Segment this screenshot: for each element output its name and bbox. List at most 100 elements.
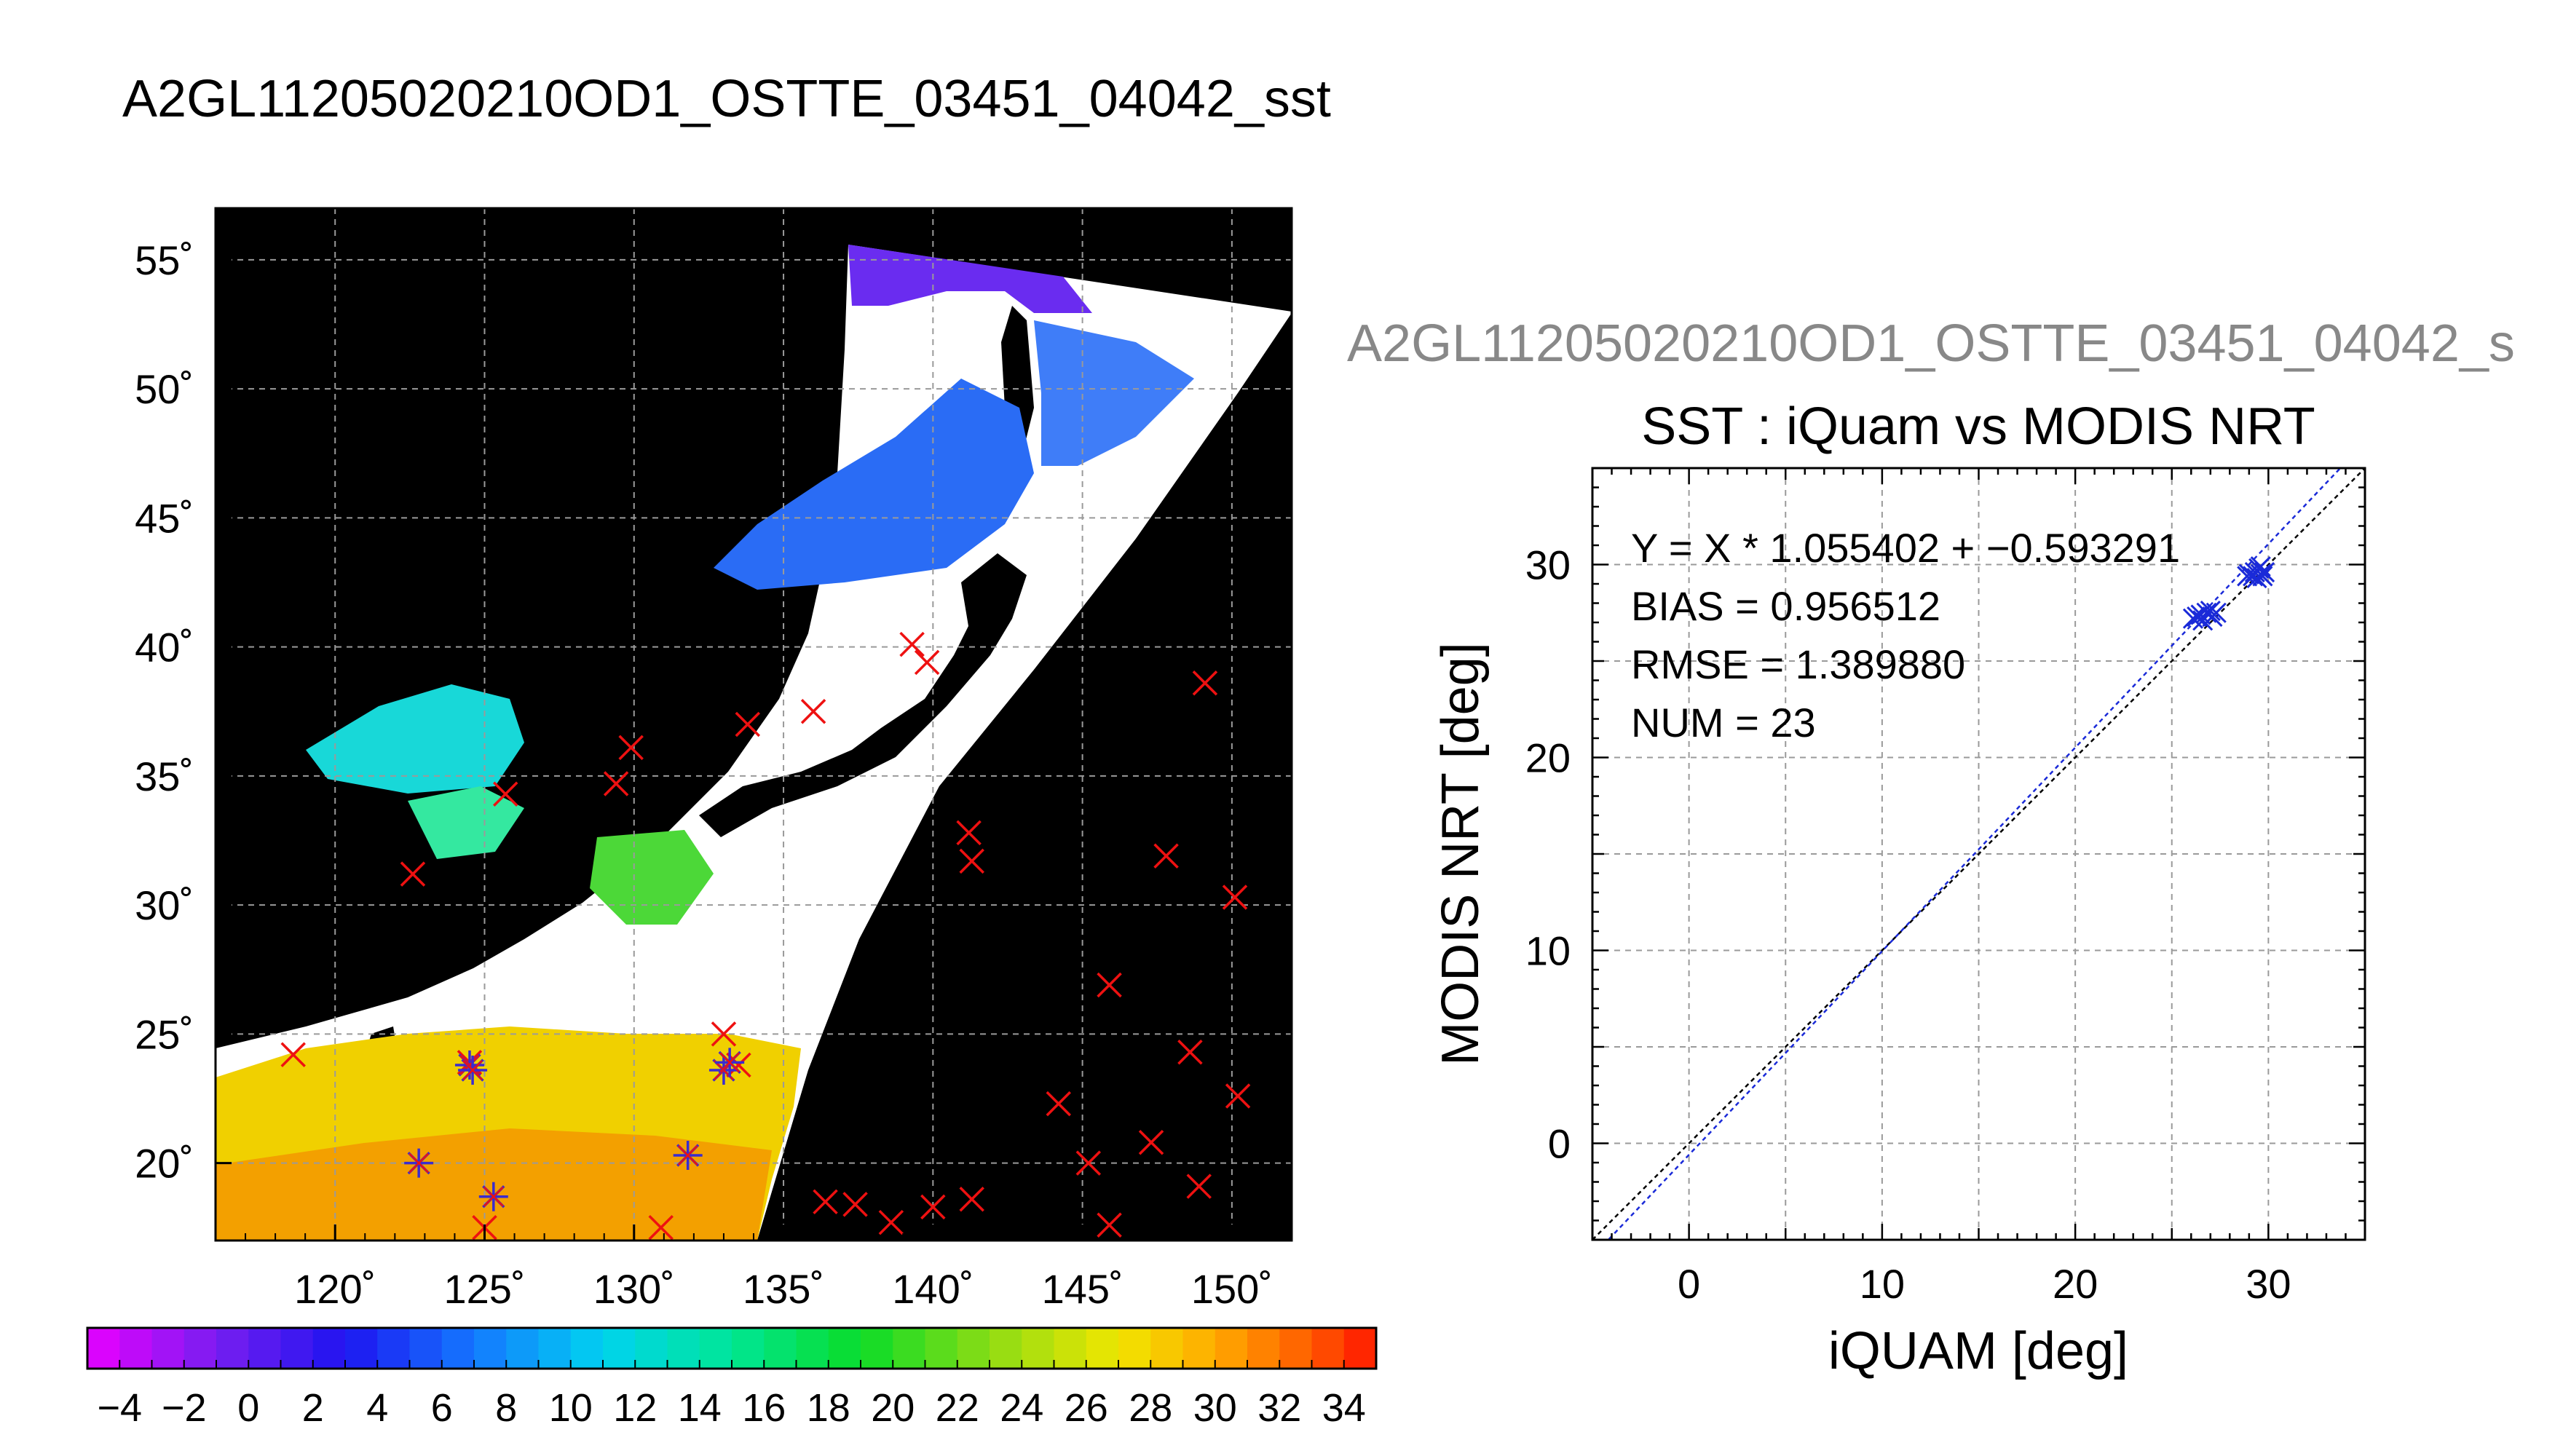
colorbar-cell <box>957 1328 990 1369</box>
scatter-xtick-label: 30 <box>2246 1261 2291 1307</box>
land-korea <box>553 655 655 808</box>
map-title: A2GL11205020210OD1_OSTTE_03451_04042_sst <box>122 70 1331 128</box>
map-field <box>216 208 1292 1241</box>
stats-fit-equation: Y = X * 1.055402 + −0.593291 <box>1631 525 2180 571</box>
scatter-axes: 0 10 20 30 0 10 20 30 <box>1525 467 2366 1307</box>
land-asia <box>216 208 848 1019</box>
unmatched-marker <box>956 820 982 846</box>
unmatched-marker <box>899 631 925 657</box>
map-xtick-label: 135˚ <box>743 1266 824 1312</box>
scatter-xtick-label: 20 <box>2053 1261 2098 1307</box>
unmatched-marker <box>493 781 518 807</box>
sst-japan-sea <box>714 379 1034 590</box>
unmatched-marker <box>920 1194 946 1220</box>
map-ytick-label: 30˚ <box>135 882 194 928</box>
colorbar-tick-label: −4 <box>97 1386 142 1430</box>
unmatched-marker <box>280 1042 306 1067</box>
unmatched-marker <box>1225 1083 1251 1109</box>
map-xtick-label: 145˚ <box>1042 1266 1124 1312</box>
colorbar-cell <box>441 1328 475 1369</box>
colorbar-tick-label: 16 <box>742 1386 786 1430</box>
colorbar-cell <box>796 1328 829 1369</box>
colorbar-tick-label: 4 <box>366 1386 388 1430</box>
colorbar-tick-label: 34 <box>1322 1386 1366 1430</box>
colorbar-tick-label: 8 <box>495 1386 517 1430</box>
unmatched-marker <box>914 649 940 676</box>
colorbar-cell <box>667 1328 700 1369</box>
scatter-ylabel: MODIS NRT [deg] <box>1431 642 1490 1066</box>
colorbar-cell <box>119 1328 153 1369</box>
map-xtick-label: 140˚ <box>892 1266 974 1312</box>
colorbar-cell <box>183 1328 217 1369</box>
unmatched-marker <box>878 1209 904 1235</box>
colorbar-cell <box>409 1328 443 1369</box>
unmatched-marker <box>1097 1212 1122 1238</box>
sst-okhotsk <box>848 245 1092 313</box>
colorbar-cell <box>1182 1328 1216 1369</box>
one-to-one-line <box>1592 468 2365 1240</box>
matched-marker-cross <box>483 1186 504 1207</box>
colorbar-cell <box>87 1328 120 1369</box>
swath-coverage <box>216 245 1292 1241</box>
sst-bohai <box>306 684 524 794</box>
unmatched-marker <box>1153 843 1179 869</box>
colorbar-tick-label: 10 <box>549 1386 593 1430</box>
unmatched-marker <box>603 771 629 796</box>
scatter-points <box>2182 556 2275 631</box>
colorbar-cell <box>216 1328 249 1369</box>
colorbar-cell <box>1022 1328 1055 1369</box>
scatter-xtick-label: 10 <box>1860 1261 1905 1307</box>
scatter-ytick-label: 0 <box>1548 1121 1571 1167</box>
colorbar-cell <box>893 1328 926 1369</box>
unmatched-marker <box>1186 1174 1212 1199</box>
colorbar-tick-label: 12 <box>613 1386 657 1430</box>
scatter-point <box>2200 601 2221 622</box>
map-grid <box>216 208 1292 1241</box>
sst-north-pacific <box>1034 320 1194 466</box>
map-xtick-label: 150˚ <box>1191 1266 1273 1312</box>
map-ytick-label: 20˚ <box>135 1141 194 1187</box>
colorbar-tick-label: 24 <box>1000 1386 1043 1430</box>
scatter-ytick-label: 30 <box>1525 542 1571 588</box>
scatter-ytick-label: 10 <box>1525 928 1571 974</box>
fit-line <box>1607 468 2342 1240</box>
unmatched-marker <box>400 861 426 887</box>
colorbar-tick-label: 32 <box>1257 1386 1301 1430</box>
unmatched-marker <box>618 735 644 761</box>
map-ytick-label: 50˚ <box>135 366 194 412</box>
colorbar-tick-label: 20 <box>871 1386 915 1430</box>
scatter-xlabel: iQUAM [deg] <box>1828 1322 2128 1380</box>
map-ytick-label: 40˚ <box>135 625 194 670</box>
map-xtick-label: 125˚ <box>443 1266 525 1312</box>
colorbar-cell <box>1054 1328 1087 1369</box>
unmatched-marker <box>959 848 984 874</box>
scatter-point <box>2205 602 2227 623</box>
colorbar-cell <box>828 1328 861 1369</box>
colorbar-cell <box>699 1328 732 1369</box>
scatter-xtick-label: 0 <box>1678 1261 1700 1307</box>
unmatched-marker <box>1138 1130 1164 1155</box>
colorbar-tick-label: 14 <box>678 1386 722 1430</box>
stats-bias: BIAS = 0.956512 <box>1631 583 1940 629</box>
matched-marker-cross <box>462 1060 483 1080</box>
colorbar-cell <box>151 1328 185 1369</box>
sst-east-china-sea <box>590 830 714 925</box>
colorbar-cell <box>474 1328 507 1369</box>
colorbar-cell <box>1118 1328 1151 1369</box>
scatter-panel: 0 10 20 30 0 10 20 30 Y = X * 1.055402 + −0.593… <box>1525 467 2366 1307</box>
colorbar-tick-label: 30 <box>1193 1386 1237 1430</box>
colorbar-cell <box>538 1328 572 1369</box>
map-panel: 120˚ 125˚ 130˚ 135˚ 140˚ 145˚ 150˚ 20˚ 25˚ 30˚ 35˚… <box>135 207 1293 1312</box>
scatter-ytick-label: 20 <box>1525 735 1571 781</box>
stats-rmse: RMSE = 1.389880 <box>1631 641 1965 687</box>
map-ytick-label: 35˚ <box>135 753 194 799</box>
unmatched-marker <box>1097 972 1122 998</box>
colorbar-cell <box>1311 1328 1345 1369</box>
map-xtick-label: 120˚ <box>294 1266 376 1312</box>
colorbar-cell <box>1150 1328 1184 1369</box>
colorbar-ticks: −4 −2 0 2 4 6 8 10 12 14 16 18 20 22 24 26 28 30 32 34 <box>97 1360 1366 1430</box>
land-japan <box>699 553 1027 837</box>
matched-marker-cross <box>408 1152 430 1174</box>
scatter-title: SST : iQuam vs MODIS NRT <box>1641 397 2315 456</box>
